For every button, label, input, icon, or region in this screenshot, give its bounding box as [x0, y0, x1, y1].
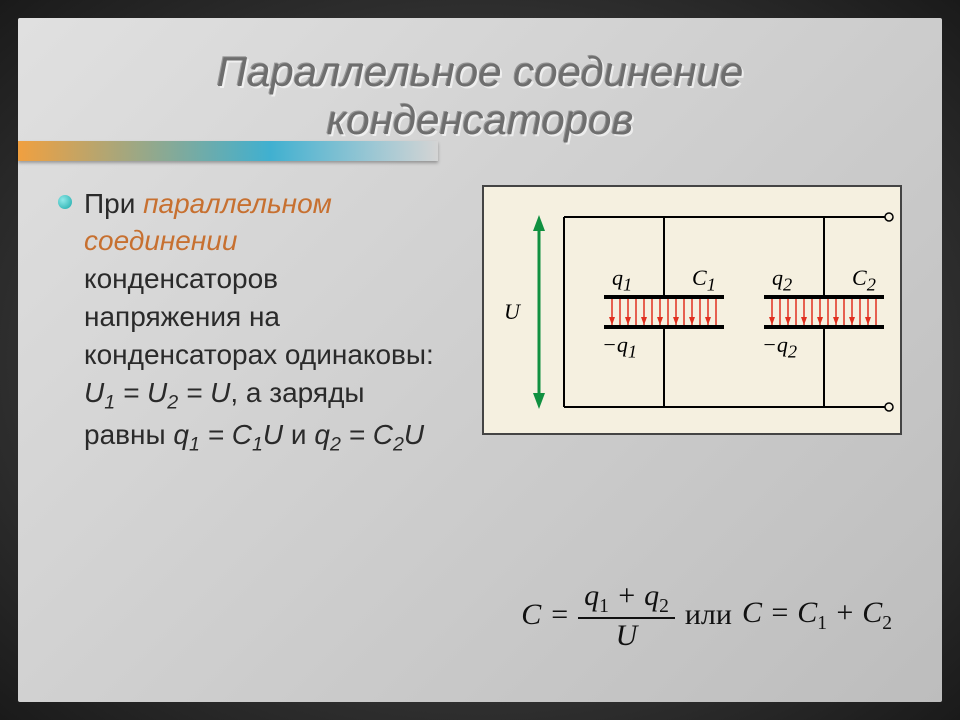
neg-q1-label: −q1: [602, 332, 637, 362]
fraction: q1 + q2 U: [578, 579, 675, 652]
u-label: U: [504, 299, 520, 325]
equation-3: q2 = C2U: [314, 419, 424, 450]
circuit-svg: [484, 187, 904, 437]
neg-q2-label: −q2: [762, 332, 797, 362]
para-and: и: [283, 419, 314, 450]
equation-1: U1 = U2 = U: [84, 377, 230, 408]
bullet-item: При параллельном соединении конденсаторо…: [58, 185, 438, 458]
title-wrap: Параллельное соединение конденсаторов: [18, 18, 942, 155]
para-pre: При: [84, 188, 143, 219]
fraction-numerator: q1 + q2: [578, 579, 675, 617]
slide-content: Параллельное соединение конденсаторов Пр…: [18, 18, 942, 702]
capacitance-formula: C = q1 + q2 U или C = C1 + C2: [521, 579, 892, 652]
equals-sign: =: [551, 598, 568, 632]
bullet-icon: [58, 195, 72, 209]
fraction-denominator: U: [610, 619, 644, 652]
slide-body: При параллельном соединении конденсаторо…: [18, 155, 942, 458]
para-mid: конденсаторов напряжения на конденсатора…: [84, 263, 434, 370]
formula-lhs: C: [521, 598, 541, 632]
c1-label: C1: [692, 265, 716, 295]
formula-rhs: C = C1 + C2: [742, 596, 892, 635]
text-column: При параллельном соединении конденсаторо…: [58, 185, 438, 458]
q1-label: q1: [612, 265, 632, 295]
c2-label: C2: [852, 265, 876, 295]
equation-2: q1 = C1U: [173, 419, 283, 450]
diagram-column: U q1 C1 −q1 q2 C2 −q2: [468, 185, 902, 458]
circuit-diagram: U q1 C1 −q1 q2 C2 −q2: [482, 185, 902, 435]
title-underline: [18, 141, 438, 161]
slide-title: Параллельное соединение конденсаторов: [58, 48, 902, 145]
paragraph: При параллельном соединении конденсаторо…: [84, 185, 438, 458]
or-word: или: [685, 598, 732, 632]
q2-label: q2: [772, 265, 792, 295]
